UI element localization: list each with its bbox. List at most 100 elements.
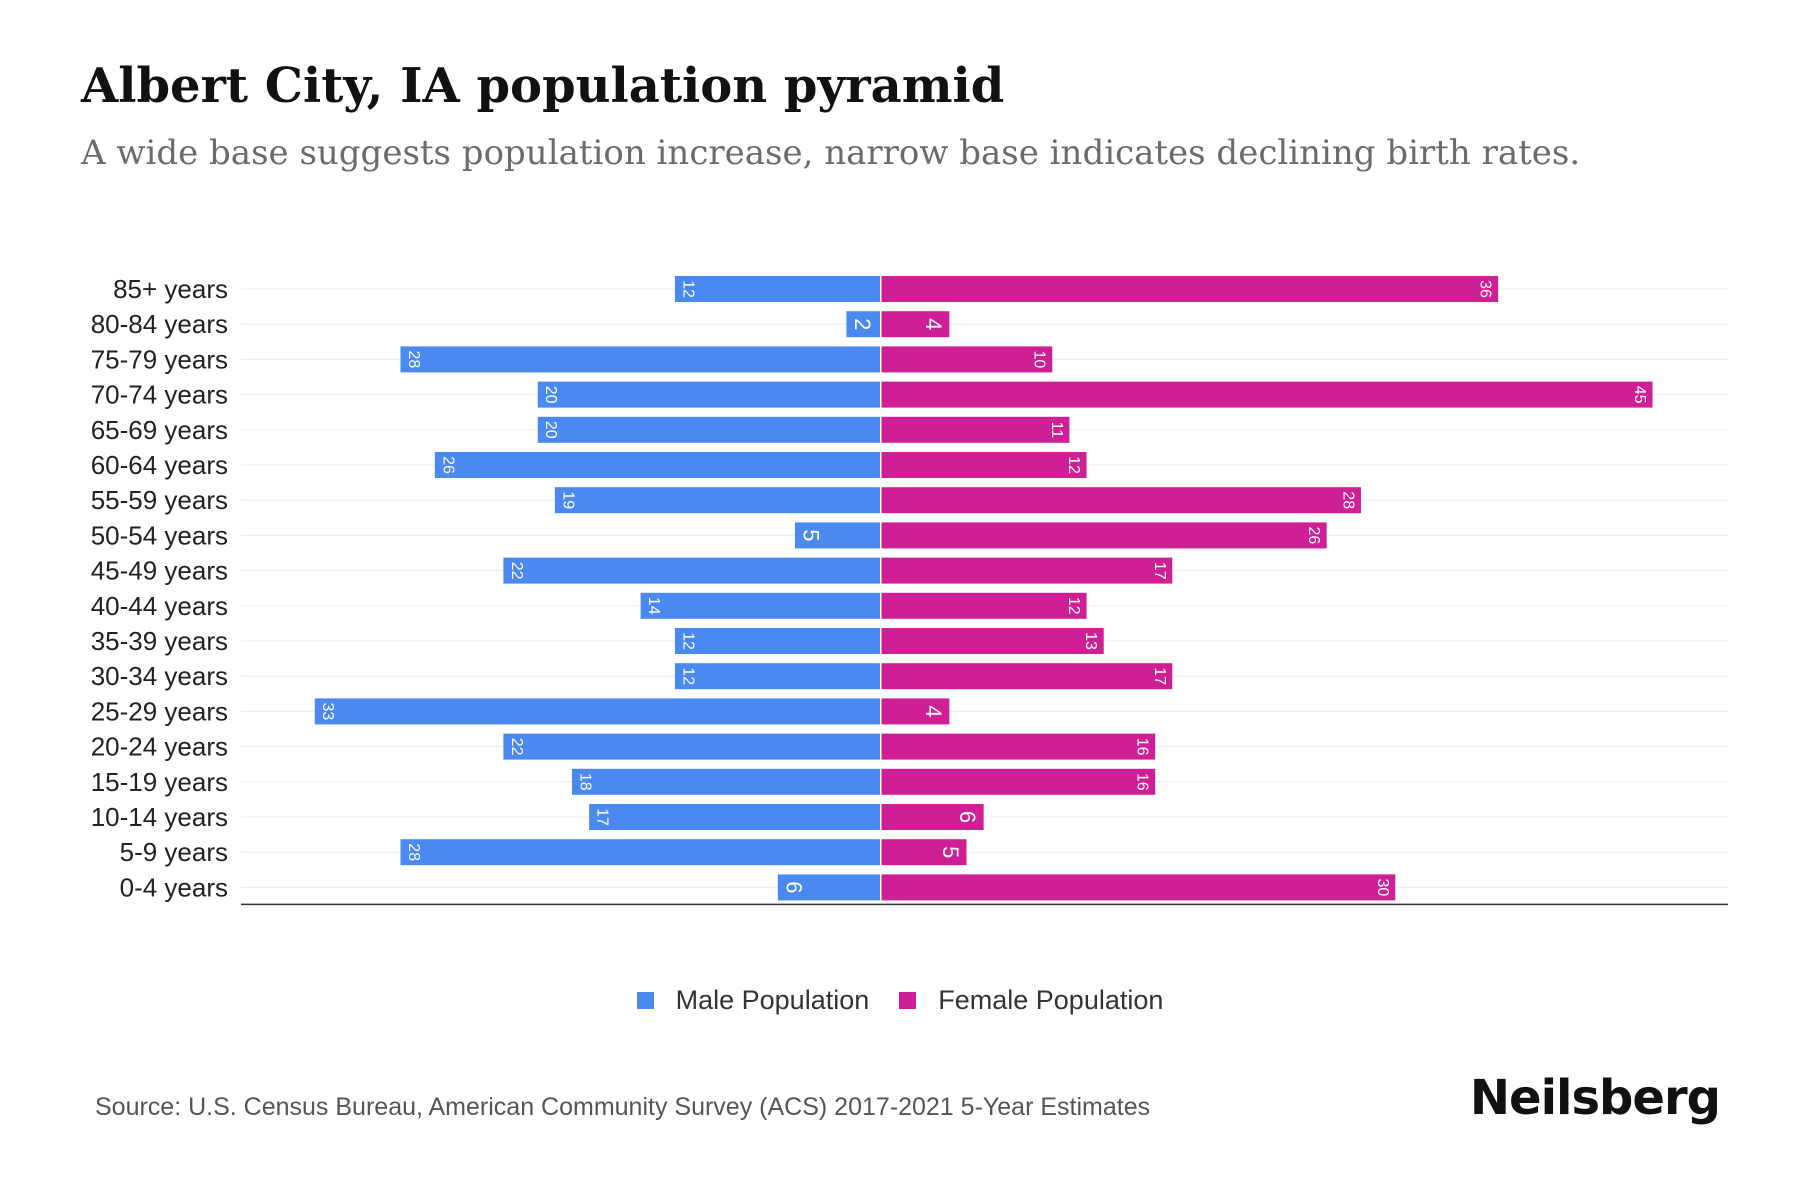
y-tick-label: 70-74 years: [91, 380, 228, 410]
data-label-female: 28: [1339, 491, 1356, 509]
data-label-female: 4: [921, 705, 946, 717]
data-label-female: 12: [1065, 597, 1082, 615]
source-note: Source: U.S. Census Bureau, American Com…: [95, 1093, 1151, 1121]
female-swatch-icon: [899, 992, 917, 1009]
bar-female: [880, 698, 950, 725]
bar-female: [880, 804, 984, 830]
data-label-male: 33: [319, 703, 336, 721]
data-label-male: 14: [645, 597, 662, 615]
male-swatch-icon: [636, 992, 654, 1009]
data-label-female: 6: [955, 811, 980, 823]
data-label-male: 22: [508, 562, 525, 580]
bar-male: [537, 416, 881, 443]
data-label-female: 17: [1151, 562, 1168, 580]
bar-male: [572, 768, 881, 795]
brand-logo: Neilsberg: [1469, 1070, 1721, 1126]
y-tick-label: 80-84 years: [91, 309, 228, 339]
bar-male: [674, 663, 881, 690]
data-label-female: 45: [1631, 386, 1648, 404]
data-label-female: 30: [1374, 879, 1391, 897]
bar-female: [880, 452, 1087, 478]
bar-female: [880, 839, 967, 866]
bar-male: [554, 487, 881, 514]
data-label-female: 16: [1134, 773, 1151, 791]
y-tick-label: 25-29 years: [91, 696, 228, 726]
data-label-male: 20: [542, 386, 559, 404]
y-tick-label: 50-54 years: [91, 520, 228, 550]
bar-female: [880, 346, 1053, 373]
data-label-male: 17: [594, 808, 611, 826]
data-label-female: 5: [938, 846, 963, 858]
y-tick-label: 45-49 years: [91, 556, 228, 586]
bar-female: [880, 557, 1173, 584]
bar-male: [400, 839, 881, 866]
bar-male: [400, 346, 881, 373]
bar-female: [880, 311, 950, 338]
data-label-male: 12: [679, 632, 696, 650]
y-tick-label: 20-24 years: [91, 732, 228, 762]
data-label-female: 26: [1305, 527, 1322, 545]
y-tick-label: 60-64 years: [91, 450, 228, 480]
bar-male: [794, 522, 881, 549]
chart-title: Albert City, IA population pyramid: [81, 58, 1005, 114]
legend: Male Population Female Population: [0, 985, 1800, 1016]
bar-female: [880, 733, 1156, 760]
bar-male: [640, 592, 881, 619]
chart-subtitle: A wide base suggests population increase…: [81, 133, 1581, 173]
data-label-male: 12: [679, 667, 696, 685]
bar-female: [880, 487, 1361, 514]
bar-male: [503, 733, 881, 760]
bar-male: [674, 628, 881, 654]
legend-item-female: Female Population: [899, 985, 1163, 1016]
bar-male: [846, 311, 881, 338]
data-label-male: 5: [798, 529, 823, 541]
bar-male: [589, 804, 881, 830]
bar-female: [880, 628, 1104, 654]
bar-male: [674, 276, 881, 302]
y-tick-label: 5-9 years: [120, 837, 228, 867]
data-label-male: 6: [781, 881, 806, 893]
bar-female: [880, 663, 1173, 690]
y-tick-label: 35-39 years: [91, 626, 228, 656]
bar-female: [880, 592, 1087, 619]
y-tick-label: 0-4 years: [120, 872, 228, 902]
data-label-female: 12: [1065, 456, 1082, 474]
data-label-female: 13: [1082, 632, 1099, 650]
bar-female: [880, 276, 1499, 302]
bar-male: [503, 557, 881, 584]
data-label-female: 17: [1151, 667, 1168, 685]
y-tick-label: 65-69 years: [91, 415, 228, 445]
data-label-male: 22: [508, 738, 525, 756]
bar-male: [537, 381, 881, 408]
bar-male: [314, 698, 881, 725]
data-label-male: 28: [405, 351, 422, 369]
data-label-male: 26: [439, 456, 456, 474]
y-tick-label: 15-19 years: [91, 767, 228, 797]
legend-item-male: Male Population: [636, 985, 870, 1016]
data-label-female: 16: [1134, 738, 1151, 756]
bar-female: [880, 522, 1327, 549]
data-label-female: 4: [921, 318, 946, 330]
data-label-male: 2: [850, 318, 875, 330]
bar-male: [777, 874, 881, 901]
data-label-female: 36: [1477, 280, 1494, 298]
data-label-male: 19: [559, 491, 576, 509]
data-label-female: 10: [1031, 351, 1048, 369]
y-tick-label: 10-14 years: [91, 802, 228, 832]
y-tick-label: 55-59 years: [91, 485, 228, 515]
bar-female: [880, 381, 1653, 408]
data-label-male: 12: [679, 280, 696, 298]
y-tick-label: 75-79 years: [91, 344, 228, 374]
y-tick-label: 40-44 years: [91, 591, 228, 621]
bar-female: [880, 874, 1396, 901]
bar-male: [434, 452, 881, 478]
legend-female-label: Female Population: [938, 985, 1164, 1015]
data-label-male: 18: [577, 773, 594, 791]
bar-female: [880, 416, 1070, 443]
y-tick-label: 85+ years: [113, 274, 228, 304]
data-label-female: 11: [1048, 421, 1065, 438]
legend-male-label: Male Population: [675, 985, 870, 1015]
data-label-male: 20: [542, 421, 559, 439]
population-pyramid-chart: 85+ years 12 36 80-84 years 2 4 75-79 years 28 1…: [91, 274, 1728, 906]
y-tick-label: 30-34 years: [91, 661, 228, 691]
